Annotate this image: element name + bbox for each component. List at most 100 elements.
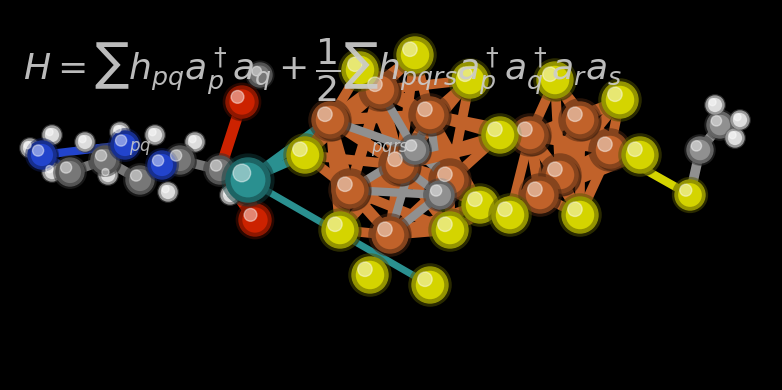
Circle shape — [401, 136, 429, 164]
Circle shape — [488, 122, 502, 136]
Circle shape — [708, 98, 726, 115]
Circle shape — [568, 107, 582, 121]
Circle shape — [160, 184, 178, 202]
Circle shape — [292, 142, 307, 156]
Circle shape — [28, 141, 56, 169]
Circle shape — [249, 65, 274, 89]
Circle shape — [152, 155, 163, 166]
Circle shape — [24, 142, 31, 149]
Circle shape — [126, 166, 154, 194]
Circle shape — [224, 188, 231, 196]
Circle shape — [430, 185, 442, 196]
Circle shape — [731, 111, 749, 129]
Circle shape — [189, 135, 196, 143]
Circle shape — [454, 65, 490, 101]
Circle shape — [452, 62, 488, 98]
Circle shape — [114, 126, 121, 133]
Circle shape — [426, 181, 454, 209]
Circle shape — [79, 135, 86, 143]
Circle shape — [608, 87, 622, 101]
Circle shape — [485, 120, 521, 156]
Circle shape — [357, 262, 372, 277]
Circle shape — [221, 186, 239, 204]
Circle shape — [689, 139, 715, 165]
Circle shape — [332, 172, 368, 208]
Circle shape — [111, 123, 129, 141]
Circle shape — [414, 100, 450, 136]
Circle shape — [170, 150, 181, 161]
Circle shape — [492, 197, 528, 233]
Circle shape — [345, 55, 381, 91]
Circle shape — [545, 160, 581, 196]
Circle shape — [565, 105, 601, 141]
Circle shape — [159, 183, 177, 201]
Circle shape — [148, 151, 176, 179]
Circle shape — [206, 156, 234, 184]
Circle shape — [328, 217, 343, 231]
Circle shape — [542, 157, 578, 193]
Circle shape — [76, 133, 94, 151]
Circle shape — [208, 158, 236, 186]
Circle shape — [568, 202, 582, 216]
Circle shape — [168, 148, 196, 176]
Circle shape — [222, 187, 240, 206]
Circle shape — [355, 260, 391, 296]
Circle shape — [462, 187, 498, 223]
Circle shape — [325, 215, 361, 251]
Circle shape — [512, 117, 548, 153]
Circle shape — [116, 135, 127, 146]
Circle shape — [711, 116, 722, 126]
Circle shape — [60, 162, 72, 173]
Circle shape — [435, 165, 471, 201]
Circle shape — [312, 102, 348, 138]
Circle shape — [625, 140, 661, 176]
Circle shape — [675, 180, 705, 210]
Circle shape — [335, 175, 371, 211]
Circle shape — [131, 170, 142, 181]
Circle shape — [289, 140, 325, 176]
Text: $pq$: $pq$ — [129, 139, 152, 157]
Circle shape — [562, 102, 598, 138]
Circle shape — [46, 165, 53, 173]
Circle shape — [93, 148, 121, 176]
Circle shape — [432, 212, 468, 248]
Circle shape — [706, 96, 724, 114]
Circle shape — [91, 146, 119, 174]
Circle shape — [362, 72, 398, 108]
Circle shape — [602, 82, 638, 118]
Circle shape — [518, 122, 533, 136]
Circle shape — [540, 65, 576, 101]
Circle shape — [239, 204, 271, 236]
Circle shape — [287, 137, 323, 173]
Circle shape — [33, 145, 44, 156]
Circle shape — [226, 158, 270, 202]
Circle shape — [77, 134, 95, 152]
Circle shape — [45, 164, 63, 183]
Circle shape — [146, 126, 164, 144]
Circle shape — [385, 150, 421, 186]
Circle shape — [382, 147, 418, 183]
Circle shape — [210, 160, 221, 171]
Circle shape — [56, 158, 84, 186]
Circle shape — [727, 130, 745, 148]
Circle shape — [680, 184, 692, 196]
Circle shape — [46, 129, 53, 136]
Circle shape — [342, 52, 378, 88]
Circle shape — [317, 107, 332, 121]
Circle shape — [231, 90, 244, 103]
Circle shape — [188, 134, 206, 152]
Circle shape — [233, 164, 251, 182]
Circle shape — [414, 270, 450, 306]
Circle shape — [368, 77, 382, 91]
Circle shape — [166, 146, 194, 174]
Circle shape — [162, 186, 169, 193]
Circle shape — [498, 202, 512, 216]
Circle shape — [378, 222, 392, 236]
Circle shape — [252, 66, 261, 76]
Circle shape — [400, 40, 436, 76]
Circle shape — [597, 137, 612, 151]
Circle shape — [43, 126, 61, 144]
Circle shape — [465, 190, 500, 226]
Circle shape — [468, 192, 482, 206]
Circle shape — [628, 142, 642, 156]
